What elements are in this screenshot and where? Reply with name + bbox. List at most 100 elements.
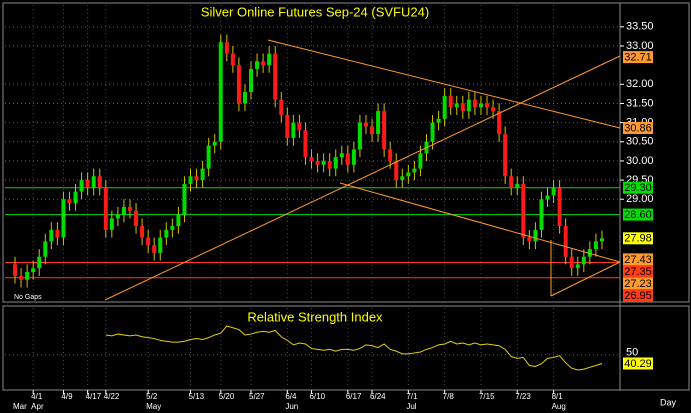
candle-body (134, 210, 139, 227)
x-tick-label: 6/4 (285, 392, 297, 401)
x-tick-label: 7/8 (443, 392, 455, 401)
candle-body (297, 122, 302, 131)
candle-body (478, 103, 483, 108)
candle-body (521, 183, 526, 238)
candle-body (91, 176, 96, 188)
candle-body (249, 68, 254, 92)
price-label: 27.98 (624, 233, 652, 245)
candle-body (382, 111, 387, 150)
candle-body (109, 218, 114, 230)
candle-body (400, 176, 405, 181)
price-label-box (623, 232, 653, 245)
chart-title: Silver Online Futures Sep-24 (SVFU24) (201, 4, 429, 19)
price-label: 29.30 (624, 182, 652, 194)
candle-body (569, 256, 574, 269)
price-label: 30.86 (624, 122, 652, 134)
candle-body (25, 272, 30, 280)
candle-body (503, 134, 508, 177)
candle-body (454, 103, 459, 108)
candle-body (291, 122, 296, 138)
candle-body (309, 157, 314, 161)
candle-body (448, 95, 453, 108)
candle-body (515, 183, 520, 188)
indicator-label: 40.29 (624, 358, 652, 370)
candle-body (140, 226, 145, 238)
candle-body (236, 65, 241, 104)
candle-body (67, 199, 72, 204)
y-tick-label: 32.00 (626, 78, 654, 90)
price-label-box (623, 253, 653, 266)
candle-body (430, 122, 435, 142)
x-tick-label: 5/20 (219, 392, 235, 401)
price-label: 27.35 (624, 266, 652, 278)
candle-body (267, 53, 272, 66)
candles (13, 34, 604, 371)
x-tick-label: 7/23 (515, 392, 531, 401)
candle-body (176, 214, 181, 227)
y-tick-label: 33.00 (626, 40, 654, 52)
candle-body (339, 153, 344, 158)
candle-body (97, 176, 102, 188)
x-tick-label: 4/17 (86, 392, 102, 401)
candle-body (412, 168, 417, 173)
candle-body (587, 249, 592, 257)
candle-body (164, 229, 169, 238)
trendline (550, 261, 621, 297)
month-label: Apr (31, 402, 44, 411)
candle-body (43, 241, 48, 257)
candle-body (224, 42, 229, 54)
x-tick-label: 5/2 (146, 392, 158, 401)
candle-body (242, 91, 247, 104)
candle-body (200, 168, 205, 181)
candle-body (345, 153, 350, 165)
candle-body (406, 172, 411, 177)
candle-body (545, 195, 550, 200)
x-tick-label: 4/22 (104, 392, 120, 401)
x-tick-label: 6/10 (310, 392, 326, 401)
candle-body (509, 176, 514, 188)
candle-body (442, 95, 447, 119)
candle-body (212, 141, 217, 146)
candle-body (279, 99, 284, 115)
candle-body (533, 229, 538, 242)
candle-body (285, 114, 290, 138)
candle-body (31, 268, 36, 273)
x-tick-label: 6/17 (346, 392, 362, 401)
month-label: Aug (552, 402, 566, 411)
price-label: 27.43 (624, 254, 652, 266)
y-tick-label: 31.50 (626, 97, 654, 109)
candle-body (460, 103, 465, 112)
price-panel (2, 2, 690, 303)
trendline (267, 39, 621, 129)
candle-body (273, 53, 278, 100)
candle-body (593, 241, 598, 250)
y-tick-label: 30.50 (626, 136, 654, 148)
candle-body (563, 226, 568, 257)
price-label-box (623, 121, 653, 134)
note: No Gaps (14, 294, 42, 301)
candle-body (218, 42, 223, 142)
candle-body (146, 237, 151, 246)
price-label-box (623, 265, 653, 278)
x-tick-label: 7/1 (406, 392, 418, 401)
candle-body (363, 122, 368, 127)
candle-body (61, 199, 66, 238)
candle-body (333, 157, 338, 169)
candle-body (388, 149, 393, 161)
price-label-box (623, 51, 653, 64)
x-tick-label: 5/13 (189, 392, 205, 401)
month-label: Jun (285, 402, 298, 411)
candle-body (115, 214, 120, 219)
candle-body (188, 176, 193, 184)
trendline (339, 182, 621, 263)
price-label-box (623, 289, 653, 302)
month-label: Mar (13, 402, 27, 411)
indicator-line (105, 325, 603, 371)
candle-body (539, 199, 544, 230)
candle-body (497, 111, 502, 135)
x-tick-label: 5/27 (249, 392, 265, 401)
candle-body (472, 99, 477, 108)
candle-body (121, 206, 126, 215)
candle-body (418, 153, 423, 169)
candle-body (37, 256, 42, 269)
